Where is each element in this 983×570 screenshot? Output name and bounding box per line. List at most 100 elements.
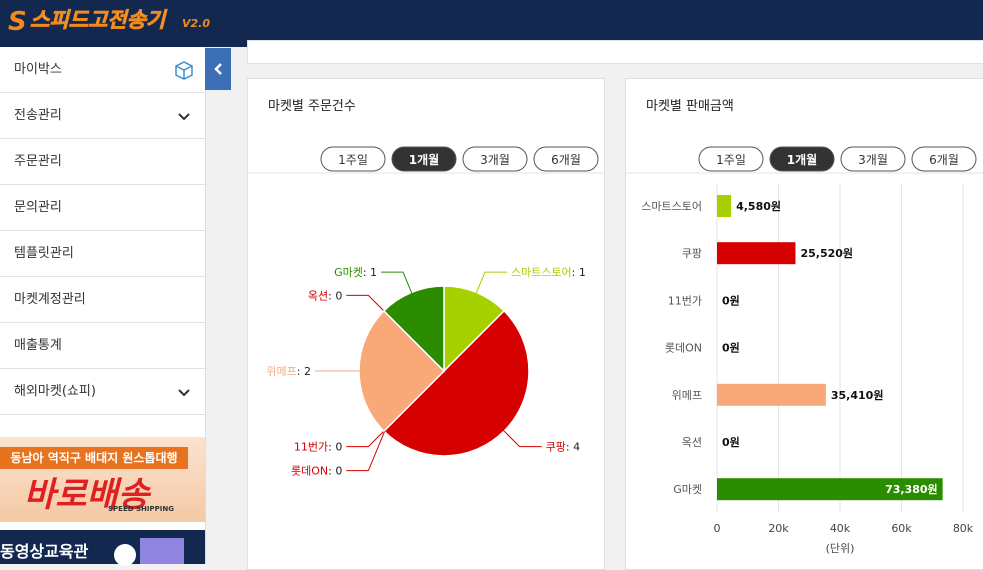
period-button[interactable] [840, 146, 906, 172]
pie-label-name: 위메프 [266, 365, 296, 378]
leader-line [381, 271, 413, 295]
period-button[interactable] [698, 146, 764, 172]
video-banner[interactable]: 동영상교육관 [0, 530, 205, 566]
video-banner-text: 동영상교육관 [0, 542, 89, 561]
pie-label: G마켓: 1 [334, 266, 377, 279]
value-label: 0원 [722, 341, 740, 355]
leader-line [346, 429, 386, 472]
logo[interactable]: S 스피드고전송기 V2.0 [0, 0, 260, 47]
menu-label: 마켓계정관리 [14, 292, 86, 307]
header: S 스피드고전송기 V2.0 [0, 0, 983, 47]
period-label: 1주일 [716, 153, 746, 167]
pie-label-value: : 0 [328, 465, 342, 478]
pie-label: 11번가: 0 [294, 441, 342, 454]
y-tick-label: 11번가 [668, 294, 702, 307]
menu-label: 전송관리 [14, 108, 62, 123]
period-button[interactable] [911, 146, 977, 172]
collapse-button[interactable] [205, 48, 231, 90]
period-label: 6개월 [551, 153, 581, 167]
chart-title: 마켓별 판매금액 [646, 99, 734, 114]
banner-title: 바로배송 [24, 475, 150, 515]
period-label: 3개월 [858, 153, 888, 167]
leader-line [502, 429, 542, 448]
chevron-icon [178, 113, 190, 121]
bar [717, 242, 796, 265]
menu-item[interactable]: 마이박스 [0, 47, 205, 93]
menu-item[interactable]: 주문관리 [0, 139, 205, 185]
menu-label: 마이박스 [14, 62, 62, 77]
chart-title: 마켓별 주문건수 [268, 99, 356, 114]
sidebar: 마이박스 전송관리 주문관리 문의관리 템플릿관리 마켓계정관리 매출통계 해외마켓(쇼피) … [0, 47, 206, 566]
pie-label-name: 스마트스토어 [511, 266, 572, 279]
version: V2.0 [182, 17, 210, 30]
chevron-icon [178, 389, 190, 397]
y-tick-label: 옥션 [682, 436, 702, 449]
menu-item[interactable]: 매출통계 [0, 323, 205, 369]
y-tick-label: 쿠팡 [682, 247, 702, 260]
pie-label-value: : 1 [572, 266, 586, 279]
pie-label: 쿠팡: 4 [546, 441, 580, 454]
pie-label-name: 옥션 [308, 289, 328, 302]
period-label: 1개월 [409, 152, 439, 167]
bar [717, 195, 732, 217]
x-tick-label: 60k [891, 522, 912, 535]
x-axis-label: (단위) [826, 542, 855, 555]
pie-label-value: : 4 [566, 441, 580, 454]
period-label: 1개월 [787, 152, 817, 167]
period-button[interactable] [391, 146, 457, 172]
menu-label: 주문관리 [14, 154, 62, 169]
x-tick-label: 0 [714, 522, 721, 535]
value-label: 25,520원 [800, 246, 853, 260]
collapse-icon [214, 63, 222, 75]
pie-label-value: : 1 [363, 266, 377, 279]
logo-text: 스피드고전송기 [30, 8, 168, 32]
pie-label: 롯데ON: 0 [291, 465, 342, 478]
banner-tagline: 동남아 역직구 배대지 원스톱대행 [0, 447, 188, 469]
y-tick-label: 스마트스토어 [641, 200, 702, 213]
value-label: 73,380원 [885, 482, 938, 496]
y-tick-label: 롯데ON [665, 342, 702, 355]
leader-line [346, 294, 386, 313]
bar [717, 383, 826, 406]
menu-item[interactable]: 템플릿관리 [0, 231, 205, 277]
value-label: 0원 [722, 293, 740, 307]
bar [717, 478, 943, 501]
pie-label: 위메프: 2 [266, 365, 311, 378]
menu-label: 해외마켓(쇼피) [14, 384, 96, 399]
top-panel [247, 40, 983, 64]
y-tick-label: G마켓 [673, 483, 702, 496]
x-tick-label: 80k [953, 522, 974, 535]
menu-label: 문의관리 [14, 200, 62, 215]
pie-label-name: 롯데ON [291, 465, 328, 478]
pie-label: 스마트스토어: 1 [511, 266, 586, 279]
x-tick-label: 20k [768, 522, 789, 535]
period-button[interactable] [320, 146, 386, 172]
period-label: 6개월 [929, 153, 959, 167]
box-icon [175, 61, 193, 80]
sales-card: 마켓별 판매금액 1주일 1개월 3개월 6개월 0 20k 40k 60k 80k (단위) 스마트… [625, 78, 983, 570]
pie-label-value: : 2 [297, 365, 311, 378]
pie-label-value: : 0 [328, 441, 342, 454]
period-button[interactable] [769, 146, 835, 172]
pie-label-name: G마켓 [334, 266, 363, 279]
pie-label-value: : 0 [328, 289, 342, 302]
menu-label: 템플릿관리 [14, 246, 74, 261]
menu-item[interactable]: 전송관리 [0, 93, 205, 139]
chart: 마켓별 판매금액 1주일 1개월 3개월 6개월 0 20k 40k 60k 80k (단위) 스마트… [626, 99, 983, 555]
y-tick-label: 위메프 [672, 389, 702, 402]
period-button[interactable] [533, 146, 599, 172]
order-card: 마켓별 주문건수 1주일 1개월 3개월 6개월 스마트스토어: 1 쿠팡: 4 11번가: … [247, 78, 606, 570]
menu-item[interactable]: 마켓계정관리 [0, 277, 205, 323]
period-label: 1주일 [338, 153, 368, 167]
pie-label-name: 11번가 [294, 441, 328, 454]
x-tick-label: 40k [830, 522, 851, 535]
value-label: 4,580원 [736, 199, 781, 213]
logo-mark: S [8, 7, 27, 37]
video-icon [140, 538, 184, 564]
menu-item[interactable]: 해외마켓(쇼피) [0, 369, 205, 415]
banner[interactable]: 동남아 역직구 배대지 원스톱대행 바로배송 SPEED SHIPPING [0, 437, 205, 522]
leader-line [475, 271, 507, 295]
period-button[interactable] [462, 146, 528, 172]
menu-item[interactable]: 문의관리 [0, 185, 205, 231]
